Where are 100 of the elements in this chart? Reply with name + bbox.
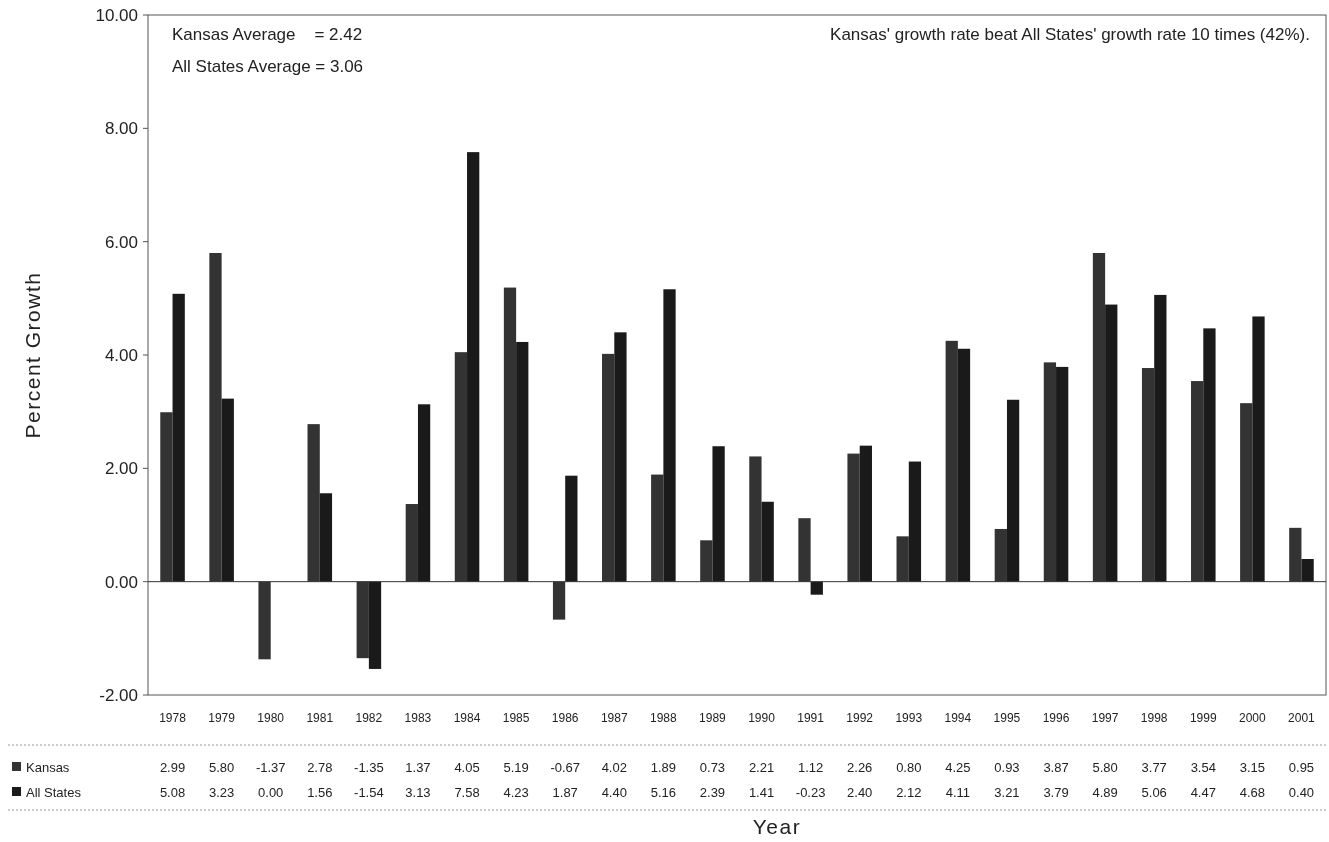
data-label: 4.23	[503, 785, 529, 800]
bar	[319, 493, 333, 582]
data-label: 7.58	[454, 785, 480, 800]
bar	[221, 398, 234, 582]
x-tick-label: 1990	[748, 711, 776, 725]
x-tick-label: 2000	[1239, 711, 1267, 725]
data-label: 5.80	[208, 760, 235, 775]
data-label: 1.37	[405, 760, 431, 775]
data-label: 2.40	[847, 785, 873, 800]
y-tick-label: 6.00	[104, 232, 138, 252]
data-label: 4.05	[454, 760, 480, 775]
y-tick-label: 8.00	[104, 119, 138, 139]
data-label: 3.87	[1043, 760, 1069, 775]
bar	[565, 475, 578, 582]
data-label: 1.87	[552, 785, 578, 800]
bar	[417, 404, 431, 582]
data-label: 2.21	[748, 760, 775, 775]
data-label: 3.54	[1190, 760, 1216, 775]
y-tick-label: 10.00	[95, 5, 138, 25]
data-label: 3.23	[208, 785, 235, 800]
y-tick-label: 2.00	[104, 459, 138, 479]
data-label: 0.40	[1288, 785, 1315, 800]
data-label: 2.78	[307, 760, 333, 775]
data-label: 4.89	[1092, 785, 1118, 800]
data-label: 3.15	[1239, 760, 1266, 775]
data-label: 0.95	[1288, 760, 1315, 775]
x-tick-label: 1999	[1189, 711, 1217, 725]
y-tick-label: 0.00	[104, 572, 138, 592]
x-tick-label: 1985	[502, 711, 530, 725]
data-label: 3.13	[405, 785, 431, 800]
x-tick-label: 1978	[159, 711, 187, 725]
x-tick-label: 1980	[257, 711, 285, 725]
data-label: 4.11	[945, 785, 971, 800]
bar	[761, 501, 774, 582]
x-tick-label: 1987	[600, 711, 628, 725]
data-label: 4.02	[601, 760, 627, 775]
x-tick-label: 1983	[404, 711, 432, 725]
x-tick-label: 1992	[846, 711, 874, 725]
x-tick-label: 1993	[895, 711, 923, 725]
x-tick-label: 1994	[944, 711, 972, 725]
y-tick-label: 4.00	[104, 345, 138, 365]
bar	[957, 348, 971, 582]
data-label: 2.99	[159, 760, 186, 775]
data-label: 4.47	[1190, 785, 1216, 800]
y-axis-title: Percent Growth	[21, 271, 44, 439]
bar	[172, 293, 185, 582]
x-tick-label: 1989	[699, 711, 727, 725]
bar	[368, 581, 382, 669]
x-tick-label: 1997	[1091, 711, 1119, 725]
x-tick-label: 1988	[650, 711, 678, 725]
data-label: 0.80	[896, 760, 922, 775]
bar	[1105, 304, 1118, 582]
data-label: 3.77	[1141, 760, 1167, 775]
data-label: 4.68	[1239, 785, 1266, 800]
x-tick-label: 1991	[797, 711, 825, 725]
x-tick-label: 1982	[355, 711, 383, 725]
data-label: 5.16	[650, 785, 677, 800]
legend-label: Kansas	[26, 760, 70, 775]
bar	[1203, 328, 1216, 582]
x-tick-label: 1995	[993, 711, 1021, 725]
data-label: 1.12	[797, 760, 824, 775]
annotation: Kansas' growth rate beat All States' growth rate 10 times (42%).	[830, 25, 1310, 44]
bar	[467, 152, 480, 582]
bar	[1154, 294, 1167, 582]
x-tick-label: 1998	[1140, 711, 1168, 725]
data-label: 1.41	[748, 785, 775, 800]
bar	[1056, 366, 1069, 582]
x-tick-label: 1996	[1042, 711, 1070, 725]
annotation: All States Average = 3.06	[172, 57, 364, 76]
legend-label: All States	[26, 785, 82, 800]
data-label: 3.21	[994, 785, 1020, 800]
x-tick-label: 1984	[453, 711, 481, 725]
data-label: 4.40	[601, 785, 627, 800]
data-label: -0.67	[550, 760, 581, 775]
data-label: 0.00	[258, 785, 284, 800]
data-label: -1.35	[354, 760, 384, 775]
bar	[1252, 316, 1265, 582]
bar	[859, 445, 872, 582]
bar	[516, 341, 529, 582]
y-tick-label: -2.00	[99, 685, 138, 705]
bar	[1301, 559, 1314, 582]
bar	[712, 446, 725, 582]
data-label: 1.89	[650, 760, 677, 775]
x-axis-title: Year	[752, 815, 802, 838]
data-label: 5.06	[1141, 785, 1167, 800]
data-label: 3.79	[1043, 785, 1069, 800]
bar	[1006, 399, 1020, 582]
bar	[614, 332, 627, 582]
data-label: 0.93	[994, 760, 1020, 775]
x-tick-label: 2001	[1288, 711, 1316, 725]
data-label: -1.37	[255, 760, 286, 775]
annotation: Kansas Average = 2.42	[172, 25, 363, 44]
data-label: -1.54	[354, 785, 384, 800]
data-label: 2.26	[847, 760, 873, 775]
data-label: 0.73	[699, 760, 726, 775]
data-label: 5.19	[503, 760, 529, 775]
x-tick-label: 1979	[208, 711, 236, 725]
data-label: 1.56	[307, 785, 333, 800]
data-label: -0.23	[795, 785, 826, 800]
data-label: 5.08	[159, 785, 186, 800]
